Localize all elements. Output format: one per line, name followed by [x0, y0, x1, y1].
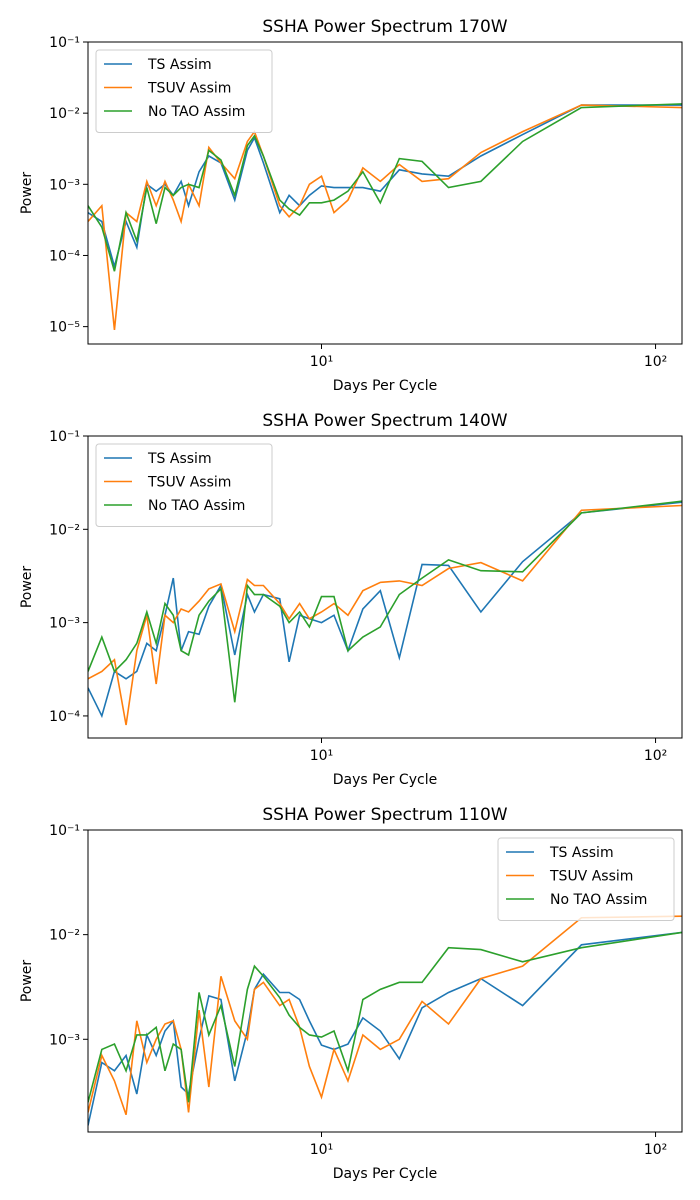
chart-title: SSHA Power Spectrum 170W — [262, 17, 507, 37]
x-axis-label: Days Per Cycle — [333, 772, 437, 788]
x-tick-label: 10¹ — [310, 1142, 333, 1158]
x-tick-label: 10¹ — [310, 354, 333, 370]
x-tick-label: 10² — [644, 354, 667, 370]
y-axis-label: Power — [19, 960, 35, 1003]
series-line — [88, 500, 682, 703]
legend-label: TS Assim — [147, 451, 212, 467]
y-tick-label: 10⁻³ — [49, 616, 80, 632]
legend-label: TS Assim — [147, 57, 212, 73]
y-tick-label: 10⁻¹ — [49, 35, 80, 51]
x-tick-label: 10² — [644, 1142, 667, 1158]
y-tick-label: 10⁻² — [49, 106, 80, 122]
y-tick-label: 10⁻¹ — [49, 823, 80, 839]
series-line — [88, 103, 682, 272]
plot-frame — [87, 41, 683, 345]
legend-label: No TAO Assim — [148, 104, 245, 120]
subplot: SSHA Power Spectrum 140W Days Per Cycle Po… — [19, 411, 683, 788]
y-tick-label: 10⁻² — [49, 522, 80, 538]
series-line — [88, 931, 682, 1103]
legend-label: TSUV Assim — [549, 869, 633, 885]
y-tick-label: 10⁻¹ — [49, 429, 80, 445]
chart-title: SSHA Power Spectrum 110W — [262, 805, 507, 825]
legend-box — [497, 837, 675, 921]
y-tick-label: 10⁻³ — [49, 177, 80, 193]
y-tick-label: 10⁻³ — [49, 1032, 80, 1048]
series-line — [88, 501, 682, 719]
y-axis-label: Power — [19, 566, 35, 609]
legend-box — [95, 443, 273, 527]
series-line — [88, 104, 682, 270]
series-line — [88, 504, 682, 726]
legend-label: TSUV Assim — [147, 475, 231, 491]
legend-label: TSUV Assim — [147, 81, 231, 97]
chart-title: SSHA Power Spectrum 140W — [262, 411, 507, 431]
series-line — [88, 915, 682, 1116]
subplot: SSHA Power Spectrum 170W Days Per Cycle Po… — [19, 17, 683, 394]
x-axis-label: Days Per Cycle — [333, 1166, 437, 1182]
plot-frame — [87, 435, 683, 739]
y-tick-label: 10⁻² — [49, 928, 80, 944]
legend-label: No TAO Assim — [148, 498, 245, 514]
legend-label: TS Assim — [549, 845, 614, 861]
legend-label: No TAO Assim — [550, 892, 647, 908]
legend-box — [95, 49, 273, 133]
y-tick-label: 10⁻⁴ — [49, 709, 80, 725]
series-line — [88, 931, 682, 1126]
plot-frame — [87, 829, 683, 1133]
x-tick-label: 10² — [644, 748, 667, 764]
series-line — [88, 104, 682, 330]
y-tick-label: 10⁻⁴ — [49, 248, 80, 264]
y-axis-label: Power — [19, 172, 35, 215]
y-tick-label: 10⁻⁵ — [49, 320, 80, 336]
x-tick-label: 10¹ — [310, 748, 333, 764]
x-axis-label: Days Per Cycle — [333, 378, 437, 394]
subplot: SSHA Power Spectrum 110W Days Per Cycle Po… — [19, 805, 683, 1182]
